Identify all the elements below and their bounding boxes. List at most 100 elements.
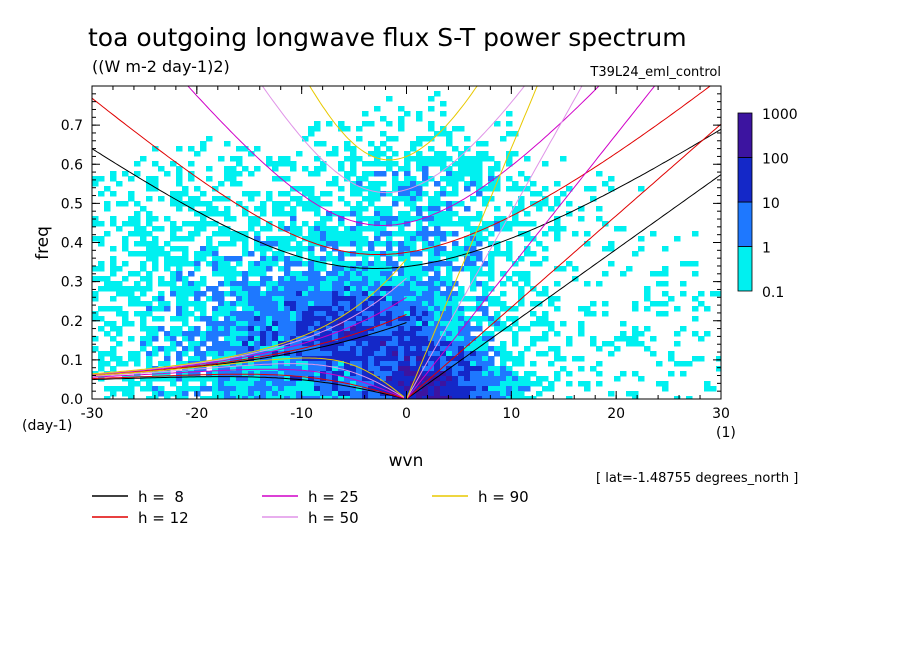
spectrum-cell [170,291,177,297]
spectrum-cell [350,266,357,272]
spectrum-cell [308,201,315,207]
spectrum-cell [428,126,435,132]
spectrum-cell [380,251,387,257]
spectrum-cell [716,291,721,297]
spectrum-cell [542,331,549,337]
spectrum-cell [290,316,297,322]
spectrum-cell [170,261,177,267]
spectrum-cell [338,386,345,392]
spectrum-cell [476,171,483,177]
spectrum-cell [548,386,555,392]
spectrum-cell [344,156,351,162]
spectrum-cell [272,211,279,217]
spectrum-cell [386,366,393,372]
spectrum-cell [632,251,639,257]
spectrum-cell [380,216,387,222]
spectrum-cell [320,281,327,287]
spectrum-cell [260,296,267,302]
spectrum-cell [116,341,123,347]
spectrum-cell [698,356,705,362]
spectrum-cell [176,191,183,197]
spectrum-cell [344,356,351,362]
spectrum-cell [362,326,369,332]
spectrum-cell [236,301,243,307]
spectrum-cell [320,166,327,172]
spectrum-cell [290,341,297,347]
spectrum-cell [470,166,477,172]
spectrum-cell [338,126,345,132]
spectrum-cell [398,286,405,292]
spectrum-cell [260,331,267,337]
spectrum-cell [368,321,375,327]
spectrum-cell [464,296,471,302]
spectrum-cell [524,396,531,399]
spectrum-cell [440,316,447,322]
spectrum-cell [434,286,441,292]
spectrum-cell [524,246,531,252]
spectrum-cell [368,151,375,157]
spectrum-cell [164,241,171,247]
spectrum-cell [206,296,213,302]
spectrum-cell [410,321,417,327]
spectrum-cell [554,281,561,287]
spectrum-cell [452,316,459,322]
spectrum-cell [392,346,399,352]
spectrum-cell [476,346,483,352]
spectrum-cell [692,271,699,277]
mixed-rossby-gravity-curve [92,296,407,375]
spectrum-cell [236,341,243,347]
spectrum-cell [230,176,237,182]
spectrum-cell [428,276,435,282]
spectrum-cell [278,296,285,302]
spectrum-cell [182,371,189,377]
spectrum-cell [440,236,447,242]
spectrum-cell [518,351,525,357]
spectrum-cell [308,326,315,332]
spectrum-cell [416,221,423,227]
spectrum-cell [170,196,177,202]
spectrum-cell [692,316,699,322]
y-axis-label: freq [33,226,53,260]
spectrum-cell [428,136,435,142]
spectrum-cell [482,221,489,227]
spectrum-cell [488,301,495,307]
spectrum-cell [488,376,495,382]
spectrum-cell [296,281,303,287]
spectrum-cell [668,351,675,357]
spectrum-cell [608,391,615,397]
inertio-gravity-wave-curve [261,86,526,194]
spectrum-cell [194,351,201,357]
x-tick-label: -20 [185,406,208,422]
spectrum-cell [260,326,267,332]
spectrum-cell [398,366,405,372]
spectrum-cell [422,161,429,167]
spectrum-cell [182,256,189,262]
spectrum-cell [320,326,327,332]
spectrum-cell [182,321,189,327]
spectrum-cell [98,236,105,242]
spectrum-cell [278,291,285,297]
spectrum-cell [536,191,543,197]
spectrum-cell [506,386,513,392]
spectrum-cell [392,321,399,327]
legend: h = 8h = 12h = 25h = 50h = 90 [92,488,529,527]
spectrum-cell [128,301,135,307]
spectrum-cell [512,371,519,377]
spectrum-cell [536,201,543,207]
colorbar-label: 10 [762,196,780,212]
spectrum-cell [542,201,549,207]
spectrum-cell [470,381,477,387]
spectrum-cell [290,246,297,252]
spectrum-cell [482,151,489,157]
spectrum-cell [398,211,405,217]
spectrum-cell [248,381,255,387]
spectrum-cell [218,181,225,187]
spectrum-cell [458,171,465,177]
spectrum-cell [674,361,681,367]
spectrum-cell [200,331,207,337]
spectrum-cell [338,196,345,202]
spectrum-cell [314,326,321,332]
spectrum-cell [104,361,111,367]
spectrum-cell [140,321,147,327]
spectrum-cell [224,351,231,357]
